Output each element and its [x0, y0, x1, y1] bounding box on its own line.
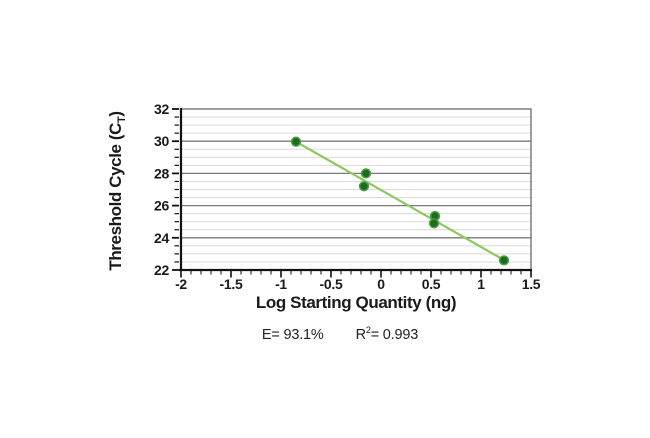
data-point	[360, 168, 372, 179]
plot-frame	[179, 108, 532, 272]
tick-marks	[172, 108, 532, 278]
y-axis-title: Threshold Cycle (CT)	[106, 111, 128, 270]
data-point	[428, 218, 440, 229]
y-tick-label: 32	[154, 101, 169, 117]
x-tick-label: 0.5	[422, 276, 441, 292]
y-tick-label: 28	[154, 165, 169, 181]
efficiency-value: E= 93.1%	[261, 327, 324, 343]
tick-labels: 22 24 26 28 30 32 -2 -1.5 -1 -0.5 0 0.5 1 1.5	[154, 101, 541, 292]
data-point	[358, 181, 370, 192]
x-tick-label: 0	[377, 276, 385, 292]
y-tick-label: 24	[154, 230, 169, 246]
x-axis-title: Log Starting Quantity (ng)	[256, 293, 456, 312]
data-point	[498, 255, 510, 266]
data-point	[290, 136, 302, 147]
curve-stats: E= 93.1% R2= 0.993	[15, 325, 650, 343]
x-tick-label: 1.5	[522, 276, 541, 292]
x-tick-label: -0.5	[320, 276, 343, 292]
r-squared-value: R2= 0.993	[355, 325, 419, 343]
regression-line	[294, 140, 506, 262]
y-tick-label: 22	[154, 262, 169, 278]
y-tick-label: 30	[154, 133, 169, 149]
data-series	[290, 136, 510, 266]
y-tick-label: 26	[154, 198, 169, 214]
x-tick-label: -2	[175, 276, 187, 292]
gridlines	[181, 116, 531, 263]
x-tick-label: 1	[477, 276, 485, 292]
x-tick-label: -1	[275, 276, 287, 292]
x-tick-label: -1.5	[220, 276, 243, 292]
